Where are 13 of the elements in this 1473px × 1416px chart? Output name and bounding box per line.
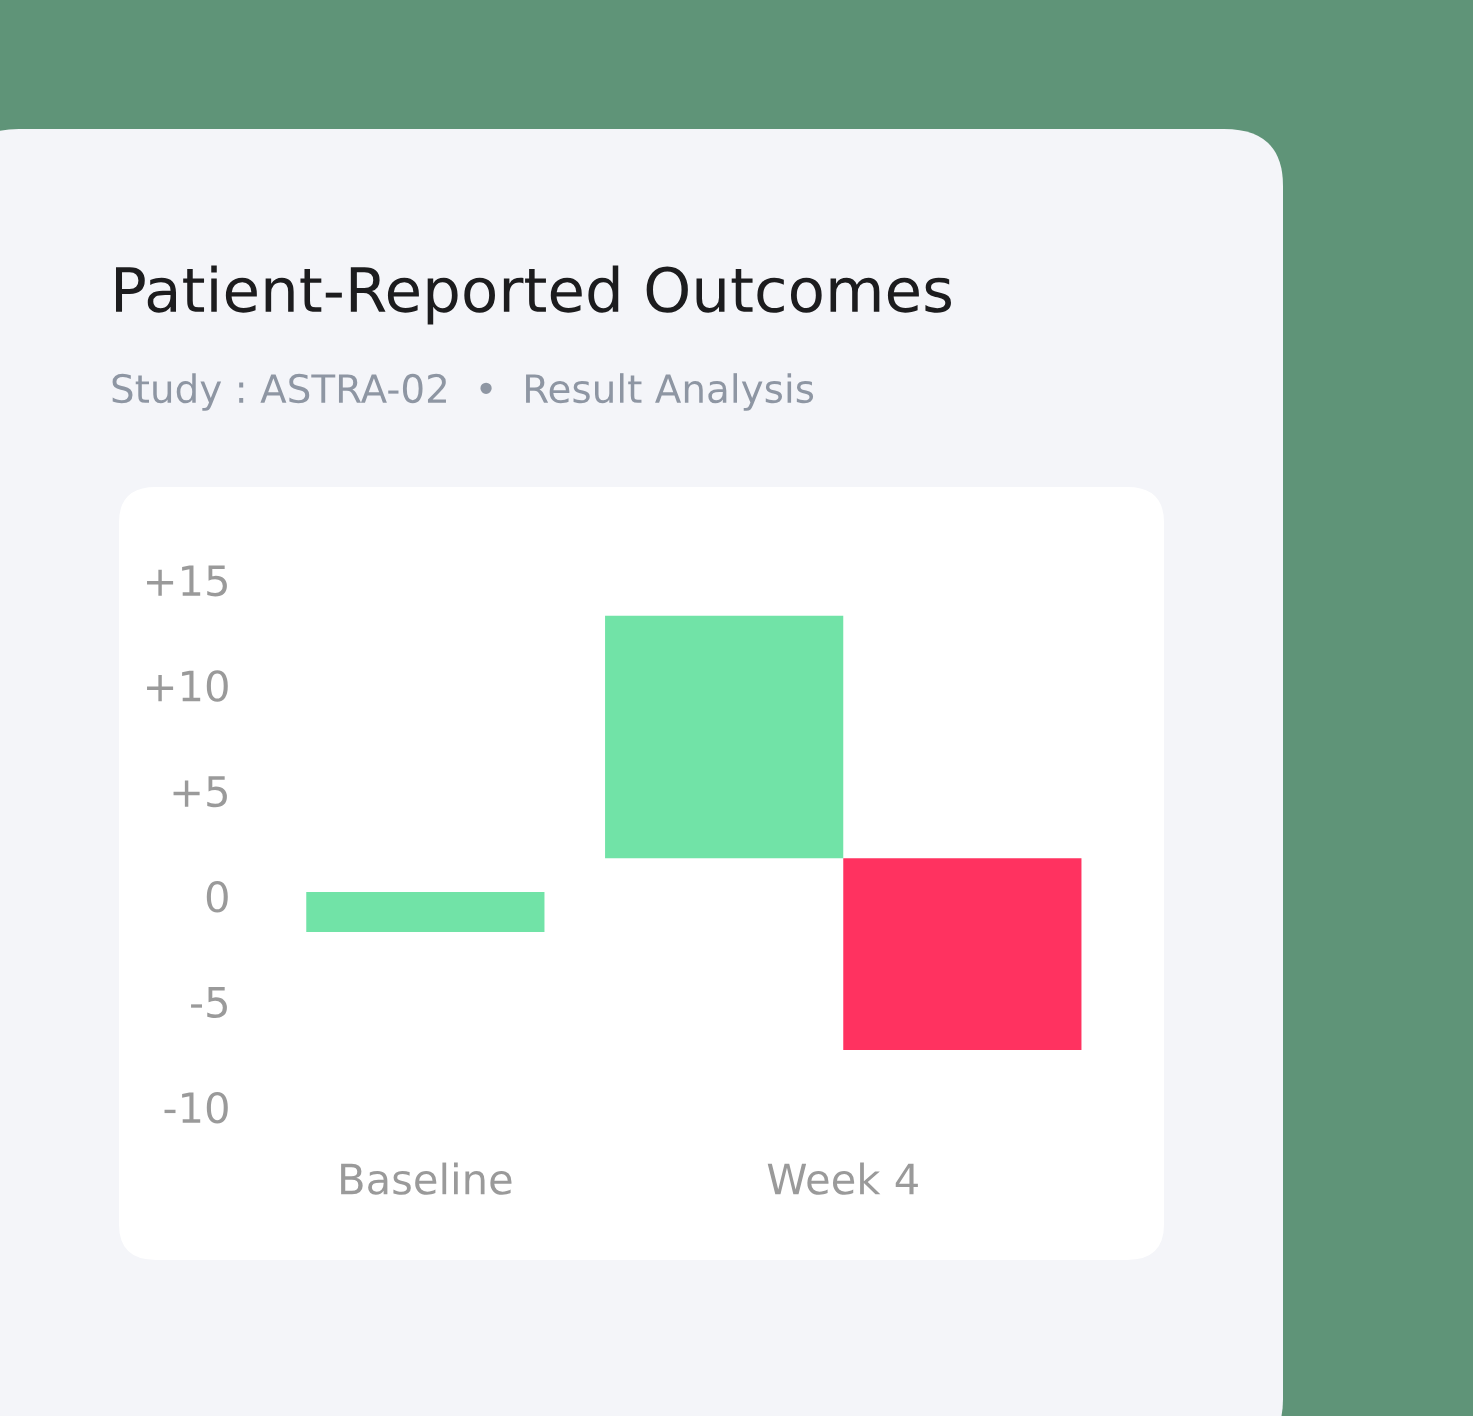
bar xyxy=(843,858,1082,1051)
x-tick-label: Week 4 xyxy=(767,1162,918,1195)
y-tick-label: +5 xyxy=(173,776,227,808)
y-tick-label: -5 xyxy=(191,987,227,1019)
chart-subtitle: Study : ASTRA-02 • Result Analysis xyxy=(112,373,814,411)
bar xyxy=(306,891,545,933)
bar xyxy=(605,615,844,859)
y-tick-label: +10 xyxy=(147,670,228,702)
y-tick-label: -10 xyxy=(164,1091,228,1124)
chart-title: Patient-Reported Outcomes xyxy=(116,265,951,325)
y-tick-label: +15 xyxy=(147,565,227,597)
y-tick-label: 0 xyxy=(206,881,228,913)
x-tick-label: Baseline xyxy=(341,1162,512,1195)
